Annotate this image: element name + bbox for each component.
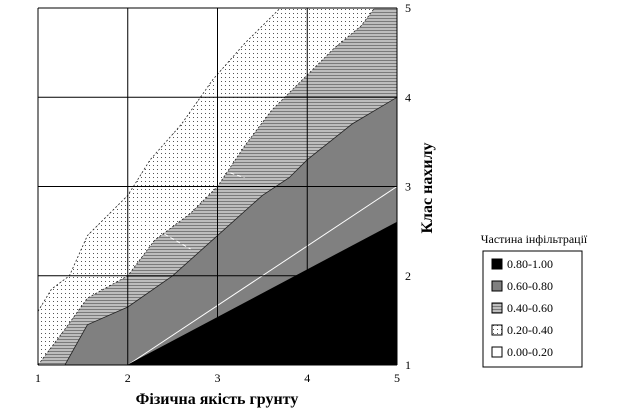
contour-boundary-line bbox=[127, 221, 398, 366]
grid bbox=[37, 7, 398, 366]
y-tick-label: 3 bbox=[405, 180, 411, 194]
legend-swatch bbox=[491, 346, 503, 358]
y-tick-label: 2 bbox=[405, 269, 411, 283]
y-tick-label: 4 bbox=[405, 90, 411, 104]
x-tick-label: 1 bbox=[35, 371, 41, 385]
y-axis-title: Клас нахилу bbox=[419, 142, 436, 233]
legend-label: 0.40-0.60 bbox=[507, 301, 553, 315]
legend-label: 0.20-0.40 bbox=[507, 323, 553, 337]
y-tick-label: 1 bbox=[405, 358, 411, 372]
x-tick-label: 2 bbox=[125, 371, 131, 385]
contour-boundary-line bbox=[64, 96, 398, 366]
x-tick-label: 3 bbox=[215, 371, 221, 385]
legend-label: 0.80-1.00 bbox=[507, 257, 553, 271]
x-axis-ticks: 1 2 3 4 5 bbox=[35, 371, 400, 385]
legend-swatch bbox=[491, 280, 503, 292]
legend-swatch bbox=[491, 258, 503, 270]
contour-guide-line bbox=[127, 212, 191, 250]
x-tick-label: 5 bbox=[394, 371, 400, 385]
legend-swatch bbox=[491, 324, 503, 336]
y-tick-label: 5 bbox=[405, 1, 411, 15]
legend-title: Частина інфільтрації bbox=[481, 232, 588, 246]
x-axis-title: Фізична якість грунту bbox=[136, 391, 299, 408]
contour-boundary-line bbox=[37, 7, 281, 312]
legend-label: 0.60-0.80 bbox=[507, 279, 553, 293]
y-axis-ticks: 1 2 3 4 5 bbox=[405, 1, 411, 372]
x-tick-label: 4 bbox=[304, 371, 310, 385]
legend: Частина інфільтрації 0.80-1.00 0.60-0.80 0… bbox=[481, 232, 588, 368]
legend-swatch bbox=[491, 302, 503, 314]
legend-label: 0.00-0.20 bbox=[507, 345, 553, 359]
